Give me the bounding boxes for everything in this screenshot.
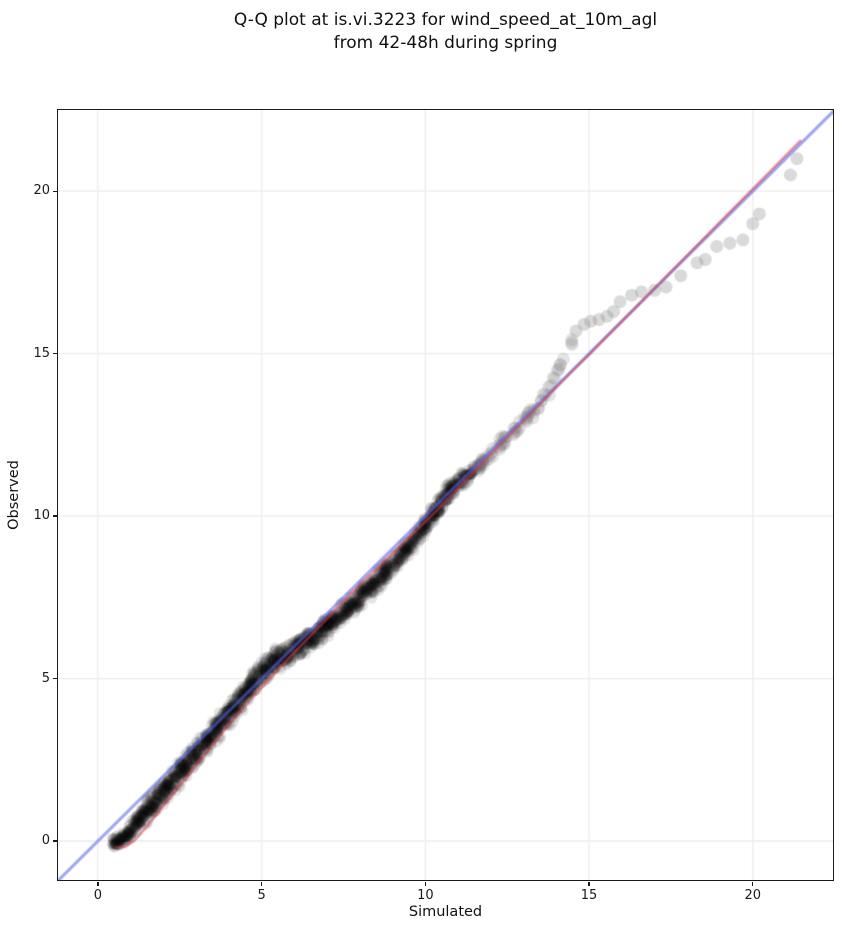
x-tick-mark <box>588 881 590 886</box>
x-tick-label: 0 <box>93 888 103 903</box>
x-tick-label: 20 <box>744 888 762 903</box>
chart-title-line1: Q-Q plot at is.vi.3223 for wind_speed_at… <box>233 10 658 30</box>
x-tick-mark <box>260 881 263 886</box>
x-tick-label: 5 <box>257 888 266 903</box>
chart-title: Q-Q plot at is.vi.3223 for wind_speed_at… <box>58 9 833 55</box>
y-tick-mark <box>52 190 57 192</box>
y-tick-label: 10 <box>33 508 50 524</box>
y-tick-mark <box>52 840 57 842</box>
y-tick-label: 20 <box>33 183 50 199</box>
x-axis-label: Simulated <box>408 904 483 920</box>
y-tick-label: 0 <box>41 833 50 848</box>
y-tick-label: 15 <box>33 345 50 361</box>
scatter-canvas <box>57 109 833 880</box>
x-tick-mark <box>97 881 99 886</box>
x-tick-label: 10 <box>417 888 434 903</box>
plot-area <box>56 108 834 881</box>
y-tick-mark <box>52 515 57 517</box>
y-tick-label: 5 <box>41 670 50 686</box>
y-tick-mark <box>52 352 57 355</box>
y-tick-mark <box>52 677 57 680</box>
chart-title-line2: from 42-48h during spring <box>333 32 558 53</box>
x-tick-label: 15 <box>580 888 598 903</box>
y-axis-label: Observed <box>6 460 22 530</box>
x-tick-mark <box>424 881 427 886</box>
x-tick-mark <box>752 881 754 886</box>
